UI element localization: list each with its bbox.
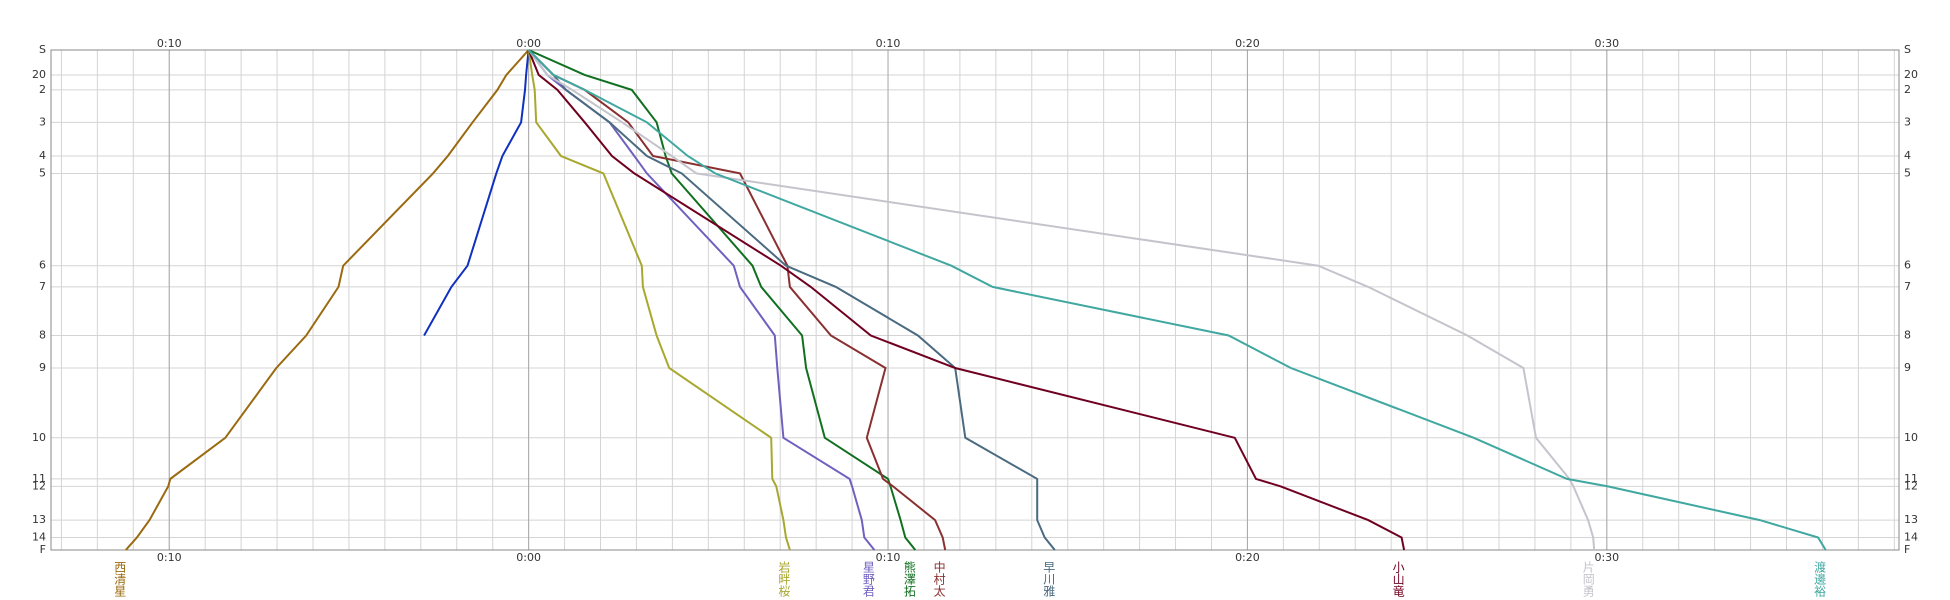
series-line xyxy=(528,49,917,551)
x-tick-label: 0:10 xyxy=(876,551,901,564)
y-tick-label: 2 xyxy=(1904,83,1911,96)
y-tick-label: 10 xyxy=(32,431,46,444)
y-tick-label: S xyxy=(1904,43,1911,56)
y-tick-label: F xyxy=(1904,543,1910,556)
series-line xyxy=(527,49,947,551)
y-tick-label: 7 xyxy=(1904,280,1911,293)
series-name: 星野君 xyxy=(861,561,875,597)
y-tick-label: 20 xyxy=(32,68,46,81)
y-tick-label: 20 xyxy=(1904,68,1918,81)
y-tick-label: 3 xyxy=(1904,115,1911,128)
y-tick-label: 14 xyxy=(1904,531,1918,544)
y-tick-label: 10 xyxy=(1904,431,1918,444)
y-tick-label: 8 xyxy=(39,329,46,342)
series-name: 中村太 xyxy=(932,560,946,597)
y-tick-label: 6 xyxy=(1904,259,1911,272)
y-tick-label: 6 xyxy=(39,259,46,272)
y-tick-label: 11 xyxy=(1904,472,1918,485)
series-line xyxy=(527,49,1596,551)
y-tick-label: 11 xyxy=(32,472,46,485)
y-tick-label: 9 xyxy=(1904,361,1911,374)
y-tick-label: 3 xyxy=(39,115,46,128)
y-tick-label: 8 xyxy=(1904,329,1911,342)
y-tick-label: 9 xyxy=(39,361,46,374)
y-tick-label: 4 xyxy=(1904,149,1911,162)
series-line xyxy=(527,49,1056,551)
series-line xyxy=(423,49,530,336)
series-name: 熊澤拓 xyxy=(902,560,916,597)
plot-frame xyxy=(50,49,1900,551)
y-tick-label: 14 xyxy=(32,531,46,544)
x-tick-label: 0:30 xyxy=(1594,551,1619,564)
y-tick-label: 7 xyxy=(39,280,46,293)
x-tick-label: 0:10 xyxy=(157,551,182,564)
y-tick-label: S xyxy=(39,43,46,56)
y-tick-label: 12 xyxy=(1904,479,1918,492)
x-tick-label: 0:20 xyxy=(1235,551,1260,564)
y-tick-label: 5 xyxy=(39,166,46,179)
series-line xyxy=(527,49,876,551)
y-tick-label: 4 xyxy=(39,149,46,162)
x-tick-label: 0:10 xyxy=(157,37,182,50)
x-tick-label: 0:20 xyxy=(1235,37,1260,50)
x-tick-label: 0:00 xyxy=(516,551,541,564)
series-line xyxy=(527,49,1406,551)
y-tick-label: 5 xyxy=(1904,166,1911,179)
x-tick-label: 0:30 xyxy=(1594,37,1619,50)
y-tick-label: F xyxy=(40,543,46,556)
series-line xyxy=(527,49,791,551)
series-name: 小山竜 xyxy=(1391,561,1405,597)
x-tick-label: 0:10 xyxy=(876,37,901,50)
series-name: 片岡勇 xyxy=(1581,561,1595,597)
series-name: 西清星 xyxy=(113,561,127,597)
series-line xyxy=(527,49,1827,551)
y-tick-label: 12 xyxy=(32,479,46,492)
y-tick-label: 13 xyxy=(1904,513,1918,526)
series-name: 渡邊裕 xyxy=(1813,560,1827,598)
y-tick-label: 2 xyxy=(39,83,46,96)
x-tick-label: 0:00 xyxy=(516,37,541,50)
series-name: 早川雅 xyxy=(1042,561,1056,597)
series-name: 岩畔桜 xyxy=(777,560,791,598)
y-tick-label: 13 xyxy=(32,513,46,526)
series-line xyxy=(125,49,530,551)
